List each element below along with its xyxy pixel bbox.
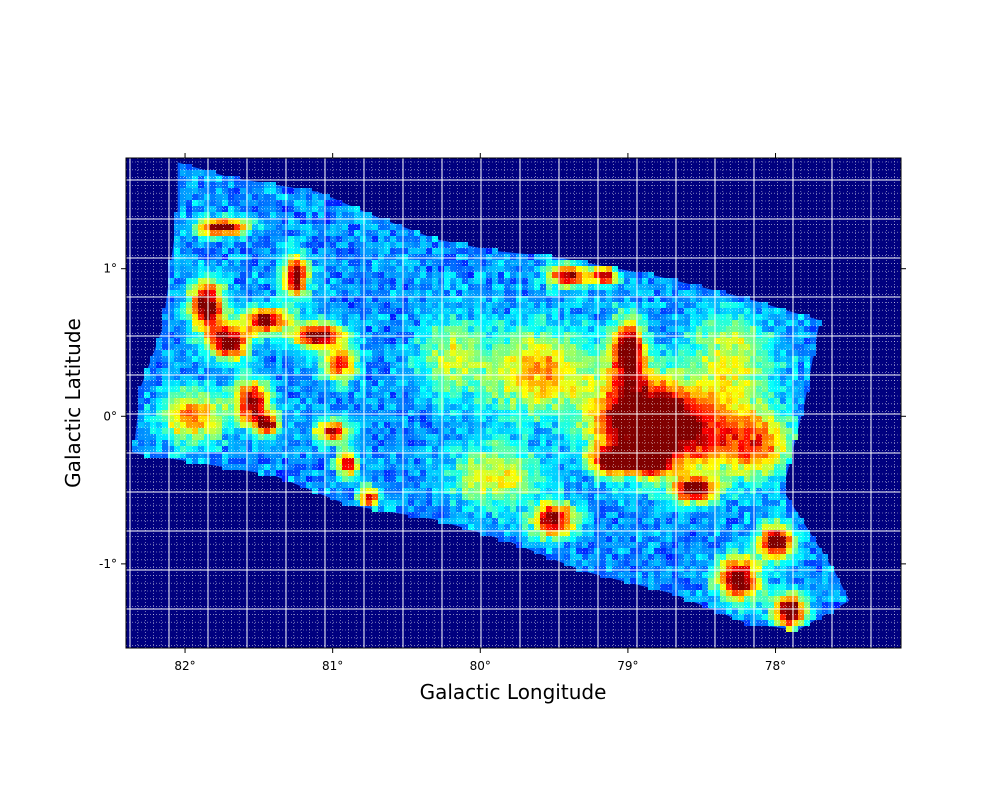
x-tick-label: 81° <box>322 659 343 673</box>
coordinate-grid <box>126 158 901 648</box>
x-axis-title: Galactic Longitude <box>420 680 607 704</box>
y-tick-label: 1° <box>103 262 117 276</box>
x-tick-label: 80° <box>470 659 491 673</box>
y-tick-label: 0° <box>103 409 117 423</box>
x-tick-label: 79° <box>617 659 638 673</box>
y-axis-title: Galactic Latitude <box>61 318 85 488</box>
x-tick-label: 82° <box>174 659 195 673</box>
axis-ticks: 82° 81° 80° 79° 78° 1° 0° -1° <box>99 153 906 673</box>
x-tick-label: 78° <box>765 659 786 673</box>
y-tick-label: -1° <box>99 557 117 571</box>
plot-frame <box>125 157 902 649</box>
